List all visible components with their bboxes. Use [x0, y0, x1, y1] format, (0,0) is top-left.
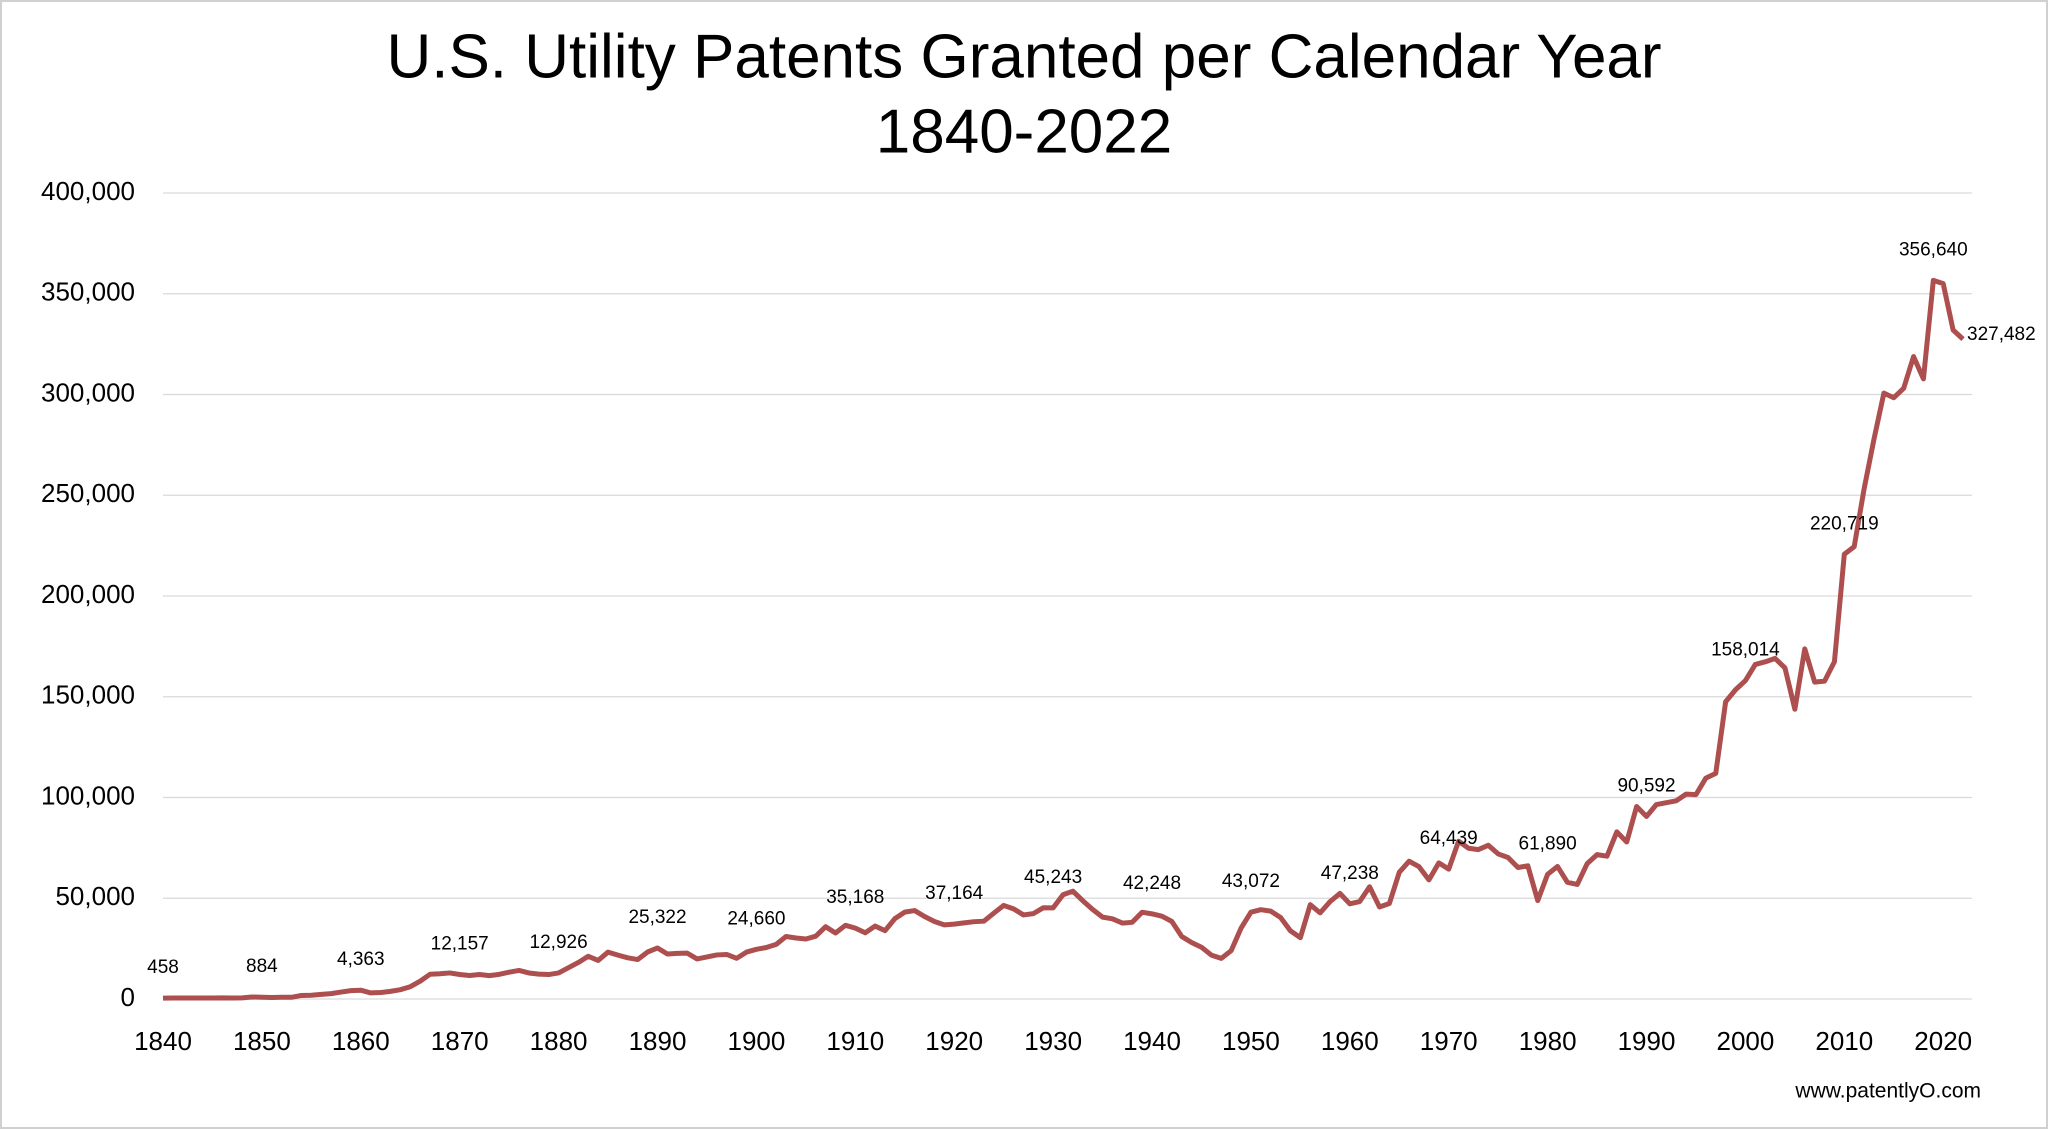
x-tick-label: 1960 — [1321, 1026, 1379, 1056]
data-label: 43,072 — [1222, 871, 1280, 892]
data-label: 61,890 — [1519, 833, 1577, 854]
data-label: 35,168 — [826, 887, 884, 908]
data-label: 47,238 — [1321, 863, 1379, 884]
x-tick-label: 1920 — [925, 1026, 983, 1056]
x-tick-label: 1990 — [1618, 1026, 1676, 1056]
data-label: 458 — [147, 957, 179, 978]
x-tick-label: 1870 — [431, 1026, 489, 1056]
data-label: 45,243 — [1024, 867, 1082, 888]
y-tick-label: 350,000 — [41, 277, 135, 307]
data-label: 356,640 — [1899, 239, 1968, 260]
y-tick-label: 0 — [121, 982, 135, 1012]
y-tick-label: 250,000 — [41, 478, 135, 508]
x-tick-label: 2020 — [1914, 1026, 1972, 1056]
data-label: 25,322 — [628, 907, 686, 928]
x-tick-label: 1890 — [629, 1026, 687, 1056]
data-label: 90,592 — [1617, 775, 1675, 796]
data-label: 884 — [246, 956, 278, 977]
chart-title: U.S. Utility Patents Granted per Calenda… — [386, 22, 1661, 91]
data-label: 12,157 — [431, 934, 489, 955]
x-tick-label: 2000 — [1716, 1026, 1774, 1056]
y-tick-label: 200,000 — [41, 579, 135, 609]
y-tick-label: 100,000 — [41, 780, 135, 810]
data-label: 24,660 — [727, 908, 785, 929]
x-tick-label: 1910 — [826, 1026, 884, 1056]
chart-subtitle: 1840-2022 — [876, 97, 1173, 166]
x-tick-label: 2010 — [1815, 1026, 1873, 1056]
x-tick-label: 1940 — [1123, 1026, 1181, 1056]
data-label: 42,248 — [1123, 873, 1181, 894]
x-tick-label: 1840 — [134, 1026, 192, 1056]
data-label: 64,439 — [1420, 828, 1478, 849]
x-tick-label: 1860 — [332, 1026, 390, 1056]
y-tick-label: 400,000 — [41, 176, 135, 206]
y-tick-label: 150,000 — [41, 680, 135, 710]
data-label: 327,482 — [1967, 324, 2036, 345]
data-label: 4,363 — [337, 949, 385, 970]
source-note: www.patentlyO.com — [1794, 1080, 1981, 1103]
x-tick-label: 1970 — [1420, 1026, 1478, 1056]
data-label: 220,719 — [1810, 513, 1879, 534]
data-label: 37,164 — [925, 883, 984, 904]
x-tick-label: 1850 — [233, 1026, 291, 1056]
x-tick-label: 1900 — [727, 1026, 785, 1056]
x-tick-label: 1930 — [1024, 1026, 1082, 1056]
x-tick-label: 1880 — [530, 1026, 588, 1056]
y-tick-label: 50,000 — [55, 881, 135, 911]
data-label: 12,926 — [530, 932, 588, 953]
x-tick-label: 1980 — [1519, 1026, 1577, 1056]
data-label: 158,014 — [1711, 640, 1780, 661]
y-tick-label: 300,000 — [41, 377, 135, 407]
x-tick-label: 1950 — [1222, 1026, 1280, 1056]
